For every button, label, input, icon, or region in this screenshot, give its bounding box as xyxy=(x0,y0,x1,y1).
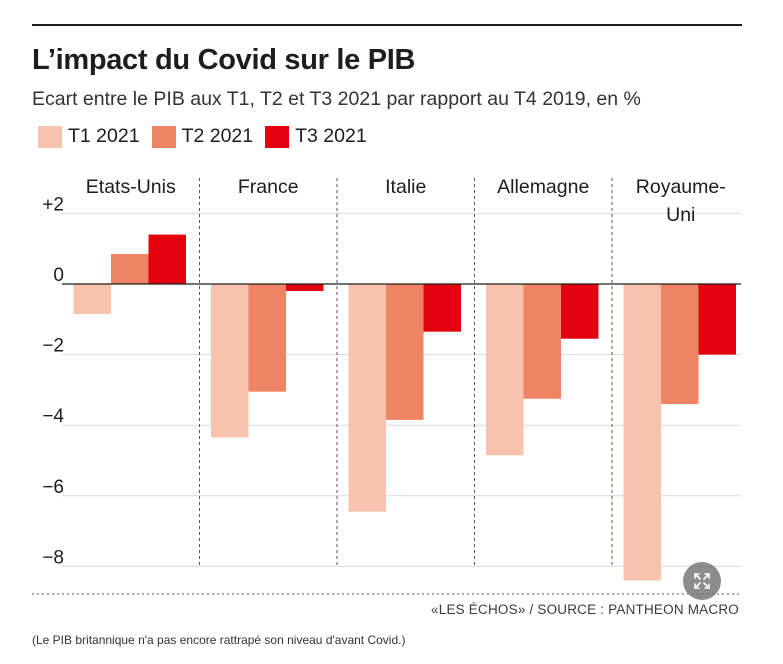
chart-title: L’impact du Covid sur le PIB xyxy=(32,44,416,76)
chart-subtitle: Ecart entre le PIB aux T1, T2 et T3 2021… xyxy=(32,88,641,110)
group-label: Etats-Unis xyxy=(86,176,176,198)
group-label: Allemagne xyxy=(497,176,589,198)
bar xyxy=(486,284,524,456)
bar xyxy=(423,284,461,332)
group-label: Royaume- xyxy=(636,176,726,198)
group-label: France xyxy=(238,176,299,198)
legend-swatch-t2 xyxy=(151,125,176,148)
bar xyxy=(561,284,599,339)
image-caption: (Le PIB britannique n'a pas encore rattr… xyxy=(32,633,406,647)
legend-label-t2: T2 2021 xyxy=(181,125,254,147)
y-tick-label: −6 xyxy=(42,477,64,498)
bar xyxy=(73,284,111,315)
legend-item-t1: T1 2021 xyxy=(38,125,140,148)
expand-button[interactable] xyxy=(683,562,721,600)
bar xyxy=(348,284,386,512)
y-tick-label: −8 xyxy=(42,547,64,568)
group-label: Uni xyxy=(666,204,695,226)
bar-chart: +2 0 −2 −4 −6 −8 Etats-Unis France Italie Allemag… xyxy=(32,176,741,595)
y-tick-label: −4 xyxy=(42,406,64,427)
expand-icon xyxy=(694,573,710,589)
bar xyxy=(211,284,249,438)
bar xyxy=(248,284,286,392)
bar xyxy=(111,253,149,284)
bar xyxy=(698,284,736,355)
bar xyxy=(523,284,561,399)
legend-swatch-t3 xyxy=(265,125,290,148)
legend-item-t2: T2 2021 xyxy=(151,125,254,148)
y-tick-label: +2 xyxy=(42,194,64,215)
source-note: «LES ÉCHOS» / SOURCE : PANTHEON MACRO xyxy=(431,602,739,617)
bar xyxy=(286,284,324,292)
bar xyxy=(623,284,661,581)
legend-swatch-t1 xyxy=(38,125,62,148)
top-rule xyxy=(32,24,742,26)
bar xyxy=(148,234,186,284)
legend-item-t3: T3 2021 xyxy=(265,125,367,148)
bar xyxy=(386,284,424,420)
group-label: Italie xyxy=(385,176,426,198)
legend: T1 2021 T2 2021 T3 2021 xyxy=(38,125,379,148)
legend-label-t3: T3 2021 xyxy=(295,125,367,147)
y-tick-label: −2 xyxy=(42,336,64,357)
legend-label-t1: T1 2021 xyxy=(68,125,140,147)
bar xyxy=(661,284,699,405)
y-tick-label: 0 xyxy=(53,265,64,286)
